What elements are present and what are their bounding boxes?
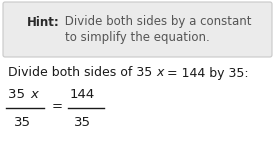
Text: Divide both sides of 35: Divide both sides of 35 [8,67,156,79]
Text: to simplify the equation.: to simplify the equation. [65,32,209,45]
Text: 144: 144 [70,87,95,101]
Text: x: x [30,87,38,101]
FancyBboxPatch shape [3,2,272,57]
Text: =: = [52,101,63,113]
Text: Divide both sides by a constant: Divide both sides by a constant [61,16,252,28]
Text: Hint:: Hint: [27,16,60,28]
Text: 35: 35 [14,116,31,128]
Text: 35: 35 [74,116,91,128]
Text: 35: 35 [8,87,29,101]
Text: = 144 by 35:: = 144 by 35: [163,67,249,79]
Text: x: x [156,67,163,79]
